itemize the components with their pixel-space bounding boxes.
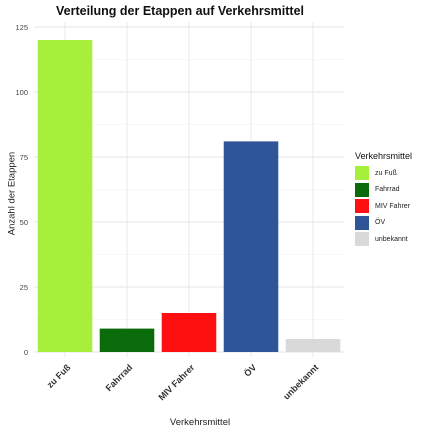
chart-title: Verteilung der Etappen auf Verkehrsmitte…	[56, 4, 304, 18]
y-tick-label: 75	[20, 153, 28, 162]
y-axis-tick-labels: 0 25 50 75 100 125	[15, 23, 28, 357]
y-tick-label: 100	[15, 88, 28, 97]
legend-swatch	[355, 166, 369, 180]
legend-label: MIV Fahrer	[375, 202, 411, 210]
x-axis-label: Verkehrsmittel	[169, 417, 231, 428]
x-tick-label: MIV Fahrer	[156, 362, 196, 402]
x-tick-label: ÖV	[242, 362, 258, 378]
y-tick-label: 0	[24, 348, 28, 357]
bar-unbekannt	[285, 339, 341, 352]
y-tick-label: 125	[15, 23, 28, 32]
legend-label: ÖV	[375, 219, 386, 226]
legend-swatch	[355, 215, 369, 230]
legend-label: zu Fuß	[375, 169, 397, 177]
x-tick-label: unbekannt	[281, 362, 320, 401]
y-axis-label: Anzahl der Etappen	[6, 151, 18, 236]
bars	[37, 40, 341, 352]
bar-fahrrad	[99, 328, 155, 352]
bar-öv	[223, 141, 279, 352]
bar-zu-fuß	[37, 40, 93, 352]
y-tick-label: 25	[20, 283, 28, 292]
x-axis-tick-labels: zu Fuß Fahrrad MIV Fahrer ÖV unbekannt	[45, 362, 321, 402]
x-tick-label: zu Fuß	[45, 362, 73, 390]
x-tick-label: Fahrrad	[104, 362, 135, 393]
legend-item: MIV Fahrer	[355, 198, 421, 214]
bar-miv-fahrer	[161, 313, 217, 352]
legend-swatch	[355, 199, 369, 213]
legend-label: unbekannt	[375, 235, 408, 243]
legend-items: zu Fuß Fahrrad MIV Fahrer ÖV unbekannt	[355, 165, 421, 247]
legend-label: Fahrrad	[375, 186, 400, 193]
legend-swatch	[355, 182, 369, 197]
legend-item: unbekannt	[355, 231, 421, 247]
legend: Verkehrsmittel zu Fuß Fahrrad MIV Fahrer ÖV…	[355, 151, 421, 248]
legend-item: Fahrrad	[355, 182, 421, 198]
legend-item: zu Fuß	[355, 165, 421, 181]
y-tick-label: 50	[20, 218, 28, 227]
legend-swatch	[355, 232, 369, 246]
legend-item: ÖV	[355, 215, 421, 231]
legend-title: Verkehrsmittel	[355, 151, 413, 161]
